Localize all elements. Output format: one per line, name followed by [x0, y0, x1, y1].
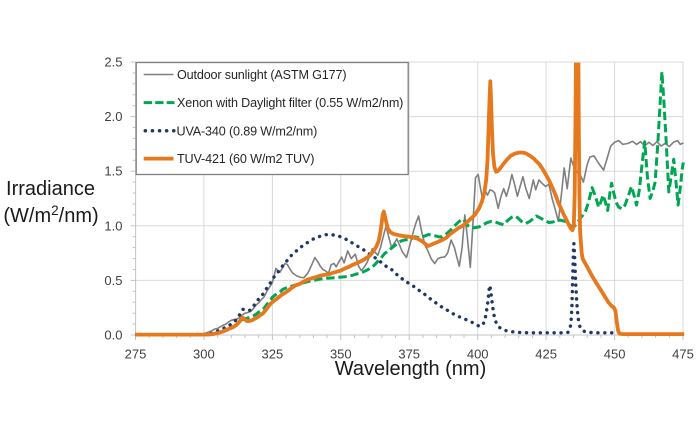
- svg-text:1.0: 1.0: [104, 218, 122, 233]
- svg-text:325: 325: [262, 347, 284, 362]
- svg-text:Wavelength (nm): Wavelength (nm): [335, 358, 487, 380]
- svg-text:Irradiance: Irradiance: [6, 178, 95, 200]
- svg-text:475: 475: [672, 347, 694, 362]
- svg-text:350: 350: [330, 347, 352, 362]
- svg-text:TUV-421 (60 W/m2 TUV): TUV-421 (60 W/m2 TUV): [177, 152, 314, 166]
- svg-text:450: 450: [604, 347, 626, 362]
- svg-text:UVA-340 (0.89 W/m2/nm): UVA-340 (0.89 W/m2/nm): [177, 124, 318, 138]
- svg-text:2.5: 2.5: [104, 55, 122, 70]
- svg-text:425: 425: [535, 347, 557, 362]
- svg-text:0.5: 0.5: [104, 273, 122, 288]
- svg-text:0.0: 0.0: [104, 328, 122, 343]
- svg-text:375: 375: [398, 347, 420, 362]
- svg-text:1.5: 1.5: [104, 164, 122, 179]
- svg-text:400: 400: [467, 347, 489, 362]
- svg-text:275: 275: [125, 347, 147, 362]
- svg-text:300: 300: [193, 347, 215, 362]
- svg-text:Outdoor sunlight (ASTM G177): Outdoor sunlight (ASTM G177): [177, 68, 346, 82]
- svg-text:Xenon with Daylight filter (0.: Xenon with Daylight filter (0.55 W/m2/nm…: [177, 96, 403, 110]
- svg-text:(W/m2/nm): (W/m2/nm): [3, 203, 98, 227]
- svg-text:2.0: 2.0: [104, 109, 122, 124]
